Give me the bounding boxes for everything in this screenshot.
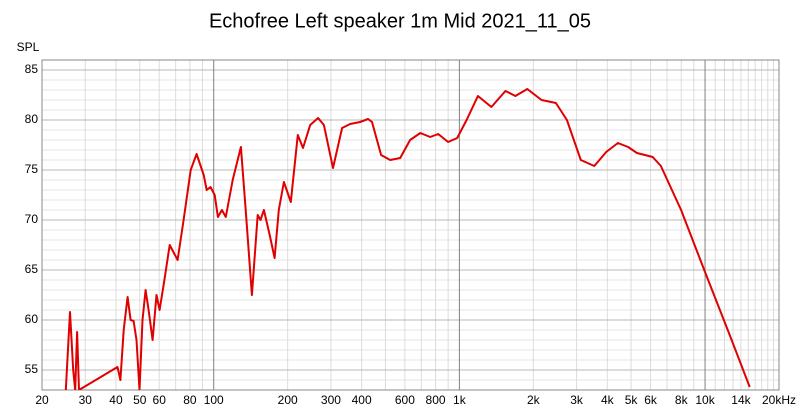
x-tick-label: 200 bbox=[278, 393, 298, 407]
x-tick-label: 300 bbox=[321, 393, 341, 407]
x-tick-label: 50 bbox=[133, 393, 147, 407]
y-tick-label: 60 bbox=[25, 312, 39, 326]
x-tick-label: 100 bbox=[204, 393, 224, 407]
x-tick-label: 80 bbox=[183, 393, 197, 407]
data-line bbox=[64, 88, 751, 390]
y-tick-label: 55 bbox=[25, 362, 39, 376]
x-tick-label: 400 bbox=[352, 393, 372, 407]
x-tick-label: 6k bbox=[644, 393, 658, 407]
x-tick-label: 14k bbox=[731, 393, 751, 407]
x-tick-label: 10k bbox=[695, 393, 715, 407]
x-tick-label: 3k bbox=[570, 393, 584, 407]
x-tick-label: 20kHz bbox=[762, 393, 796, 407]
x-tick-label: 5k bbox=[625, 393, 639, 407]
y-tick-label: 75 bbox=[25, 162, 39, 176]
y-tick-label: 70 bbox=[25, 212, 39, 226]
x-tick-label: 8k bbox=[675, 393, 689, 407]
x-tick-label: 20 bbox=[35, 393, 49, 407]
x-tick-label: 600 bbox=[395, 393, 415, 407]
x-tick-label: 4k bbox=[601, 393, 615, 407]
y-tick-label: 85 bbox=[25, 62, 39, 76]
x-tick-label: 40 bbox=[109, 393, 123, 407]
x-tick-label: 30 bbox=[79, 393, 93, 407]
x-tick-label: 60 bbox=[153, 393, 167, 407]
x-tick-label: 2k bbox=[527, 393, 541, 407]
y-tick-label: 80 bbox=[25, 112, 39, 126]
y-tick-label: 65 bbox=[25, 262, 39, 276]
chart-title: Echofree Left speaker 1m Mid 2021_11_05 bbox=[209, 10, 591, 32]
x-tick-label: 800 bbox=[426, 393, 446, 407]
y-axis-label: SPL bbox=[17, 40, 40, 54]
plot-border bbox=[41, 59, 780, 391]
x-tick-label: 1k bbox=[453, 393, 467, 407]
